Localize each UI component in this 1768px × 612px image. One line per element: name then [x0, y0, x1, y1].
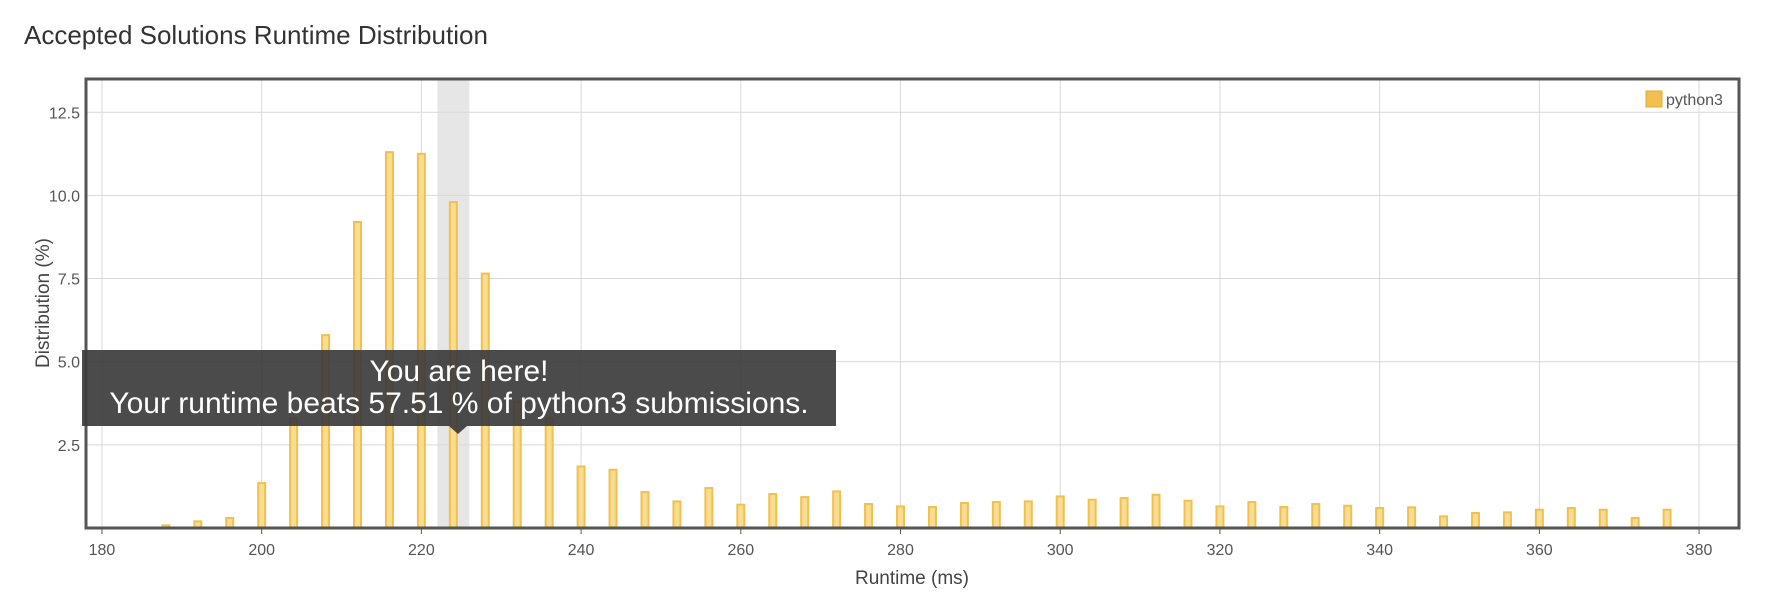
x-tick-label: 200 [248, 542, 275, 559]
bar[interactable] [1087, 498, 1097, 530]
x-tick-label: 180 [89, 542, 116, 559]
x-tick-label: 300 [1047, 542, 1074, 559]
tooltip-message: Your runtime beats 57.51 % of python3 su… [109, 387, 808, 420]
bar[interactable] [1247, 501, 1257, 529]
bar[interactable] [257, 482, 267, 530]
bar[interactable] [1151, 493, 1161, 530]
y-tick-label: 12.5 [49, 105, 80, 122]
bar[interactable] [704, 487, 714, 530]
tooltip-box [82, 350, 836, 434]
bar[interactable] [1662, 508, 1672, 529]
bar[interactable] [864, 503, 874, 530]
y-axis-label: Distribution (%) [33, 238, 54, 368]
y-tick-label: 7.5 [58, 272, 80, 289]
bar[interactable] [1439, 515, 1449, 529]
bar[interactable] [1183, 499, 1193, 530]
bar[interactable] [927, 506, 937, 529]
bar[interactable] [1534, 508, 1544, 529]
bar[interactable] [1502, 511, 1512, 530]
bar[interactable] [576, 465, 586, 529]
x-tick-label: 340 [1366, 542, 1393, 559]
y-axis-ticks: 2.5 5.0 7.5 10.0 12.5 [49, 105, 80, 455]
bar[interactable] [608, 468, 618, 529]
x-tick-label: 220 [408, 542, 435, 559]
bar[interactable] [1343, 504, 1353, 530]
bar[interactable] [1407, 506, 1417, 530]
bar[interactable] [384, 151, 394, 529]
bar[interactable] [991, 501, 1001, 529]
bar[interactable] [832, 490, 842, 530]
bar[interactable] [289, 417, 299, 529]
y-tick-label: 2.5 [58, 438, 80, 455]
bar[interactable] [640, 491, 650, 529]
bar[interactable] [544, 417, 554, 529]
x-tick-label: 260 [727, 542, 754, 559]
x-tick-label: 360 [1526, 542, 1553, 559]
bar[interactable] [1055, 495, 1065, 530]
bar[interactable] [959, 502, 969, 529]
bar[interactable] [1598, 508, 1608, 529]
x-tick-label: 320 [1207, 542, 1234, 559]
legend-swatch-python3 [1645, 90, 1663, 108]
y-tick-label: 5.0 [58, 355, 80, 372]
bar[interactable] [672, 500, 682, 529]
bar[interactable] [1215, 505, 1225, 529]
legend[interactable]: python3 [1645, 90, 1723, 109]
plot-background [86, 79, 1739, 528]
bar[interactable] [800, 496, 810, 529]
bar[interactable] [416, 152, 426, 529]
bar[interactable] [1375, 507, 1385, 529]
bar[interactable] [1566, 507, 1576, 529]
bar[interactable] [1279, 506, 1289, 529]
bar[interactable] [1023, 500, 1033, 529]
bar[interactable] [1470, 512, 1480, 529]
bar[interactable] [768, 493, 778, 530]
y-tick-label: 10.0 [49, 188, 80, 205]
tooltip-title: You are here! [369, 355, 548, 388]
x-axis-label: Runtime (ms) [855, 568, 969, 589]
chart-title: Accepted Solutions Runtime Distribution [24, 20, 488, 50]
bar[interactable] [896, 505, 906, 529]
x-tick-label: 380 [1686, 542, 1713, 559]
bar[interactable] [1119, 497, 1129, 530]
plot-frame [84, 77, 1741, 530]
x-axis-ticks: 180 200 220 240 260 280 300 320 340 360 380 [89, 528, 1713, 559]
legend-label-python3: python3 [1666, 92, 1723, 109]
tooltip: You are here! Your runtime beats 57.51 %… [82, 350, 836, 434]
bar[interactable] [1311, 503, 1321, 530]
x-tick-label: 280 [887, 542, 914, 559]
x-tick-label: 240 [568, 542, 595, 559]
bar[interactable] [736, 503, 746, 529]
